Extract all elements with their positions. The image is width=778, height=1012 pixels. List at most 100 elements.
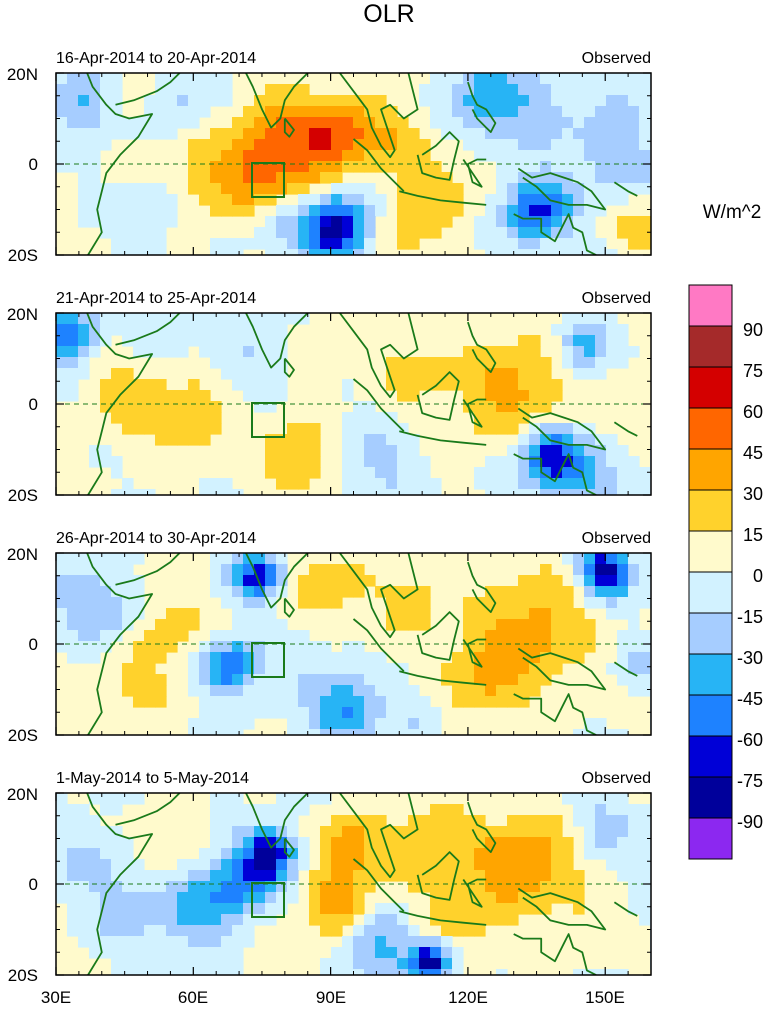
olr-cell: [221, 597, 233, 609]
olr-cell: [309, 161, 321, 173]
y-tick-label-0: 0: [29, 155, 38, 174]
olr-cell: [507, 914, 519, 926]
olr-cell: [474, 925, 486, 937]
olr-cell: [287, 313, 299, 325]
olr-cell: [551, 227, 563, 239]
olr-cell: [496, 84, 508, 96]
colorbar-label-30: 30: [743, 484, 763, 504]
olr-cell: [298, 652, 310, 664]
olr-cell: [573, 423, 585, 435]
olr-cell: [221, 249, 233, 255]
olr-cell: [408, 128, 420, 140]
olr-cell: [89, 575, 101, 587]
olr-cell: [496, 663, 508, 675]
olr-cell: [243, 172, 255, 184]
olr-cell: [595, 172, 607, 184]
olr-cell: [254, 586, 266, 598]
olr-cell: [573, 467, 585, 479]
olr-cell: [496, 194, 508, 206]
olr-cell: [342, 575, 354, 587]
olr-cell: [485, 423, 497, 435]
olr-cell: [518, 663, 530, 675]
olr-cell: [309, 95, 321, 107]
olr-cell: [232, 696, 244, 708]
olr-cell: [595, 564, 607, 576]
olr-cell: [56, 106, 68, 118]
olr-cell: [353, 434, 365, 446]
olr-cell: [474, 423, 486, 435]
olr-cell: [573, 216, 585, 228]
coastline: [244, 553, 419, 639]
olr-cell: [276, 238, 288, 250]
olr-cell: [353, 958, 365, 970]
olr-cell: [232, 335, 244, 347]
olr-cell: [540, 401, 552, 413]
olr-cell: [210, 804, 222, 816]
olr-cell: [452, 892, 464, 904]
olr-cell: [617, 216, 629, 228]
panel-observed-label: Observed: [582, 290, 651, 307]
y-tick-label-20s: 20S: [8, 246, 38, 265]
olr-cell: [89, 313, 101, 325]
olr-cell: [628, 346, 640, 358]
olr-cell: [89, 346, 101, 358]
olr-cell: [111, 969, 123, 975]
olr-cell: [474, 815, 486, 827]
olr-cell: [232, 936, 244, 948]
olr-cell: [100, 793, 112, 805]
olr-cell: [166, 881, 178, 893]
olr-cell: [89, 837, 101, 849]
olr-cell: [386, 456, 398, 468]
olr-cell: [595, 139, 607, 151]
olr-cell: [353, 870, 365, 882]
olr-cell: [485, 685, 497, 697]
olr-cell: [232, 663, 244, 675]
colorbar-label-60: 60: [743, 402, 763, 422]
olr-cell: [210, 586, 222, 598]
olr-cell: [452, 685, 464, 697]
olr-cell: [122, 324, 134, 336]
olr-cell: [331, 575, 343, 587]
olr-cell: [221, 575, 233, 587]
olr-cell: [265, 357, 277, 369]
olr-cell: [463, 837, 475, 849]
olr-cell: [375, 205, 387, 217]
olr-cell: [540, 826, 552, 838]
olr-cell: [353, 456, 365, 468]
olr-cell: [419, 467, 431, 479]
olr-cell: [408, 685, 420, 697]
olr-cell: [485, 641, 497, 653]
olr-cell: [100, 390, 112, 402]
olr-cell: [342, 249, 354, 255]
olr-cell: [518, 619, 530, 631]
olr-cell: [595, 467, 607, 479]
olr-cell: [78, 619, 90, 631]
olr-cell: [276, 804, 288, 816]
olr-cell: [408, 368, 420, 380]
olr-cell: [595, 335, 607, 347]
olr-cell: [265, 139, 277, 151]
olr-cell: [408, 870, 420, 882]
olr-cell: [595, 575, 607, 587]
olr-cell: [309, 881, 321, 893]
olr-cell: [199, 663, 211, 675]
olr-cell: [89, 216, 101, 228]
olr-cell: [232, 641, 244, 653]
olr-cell: [320, 892, 332, 904]
olr-cell: [617, 139, 629, 151]
olr-cell: [540, 652, 552, 664]
olr-cell: [100, 575, 112, 587]
olr-cell: [221, 183, 233, 195]
olr-cell: [518, 368, 530, 380]
olr-cell: [78, 313, 90, 325]
olr-cell: [232, 368, 244, 380]
olr-cell: [210, 183, 222, 195]
olr-cell: [221, 870, 233, 882]
olr-cell: [265, 335, 277, 347]
olr-cell: [397, 718, 409, 730]
olr-cell: [529, 335, 541, 347]
coastline: [462, 398, 487, 428]
olr-cell: [408, 947, 420, 959]
olr-cell: [56, 357, 68, 369]
olr-cell: [639, 238, 651, 250]
